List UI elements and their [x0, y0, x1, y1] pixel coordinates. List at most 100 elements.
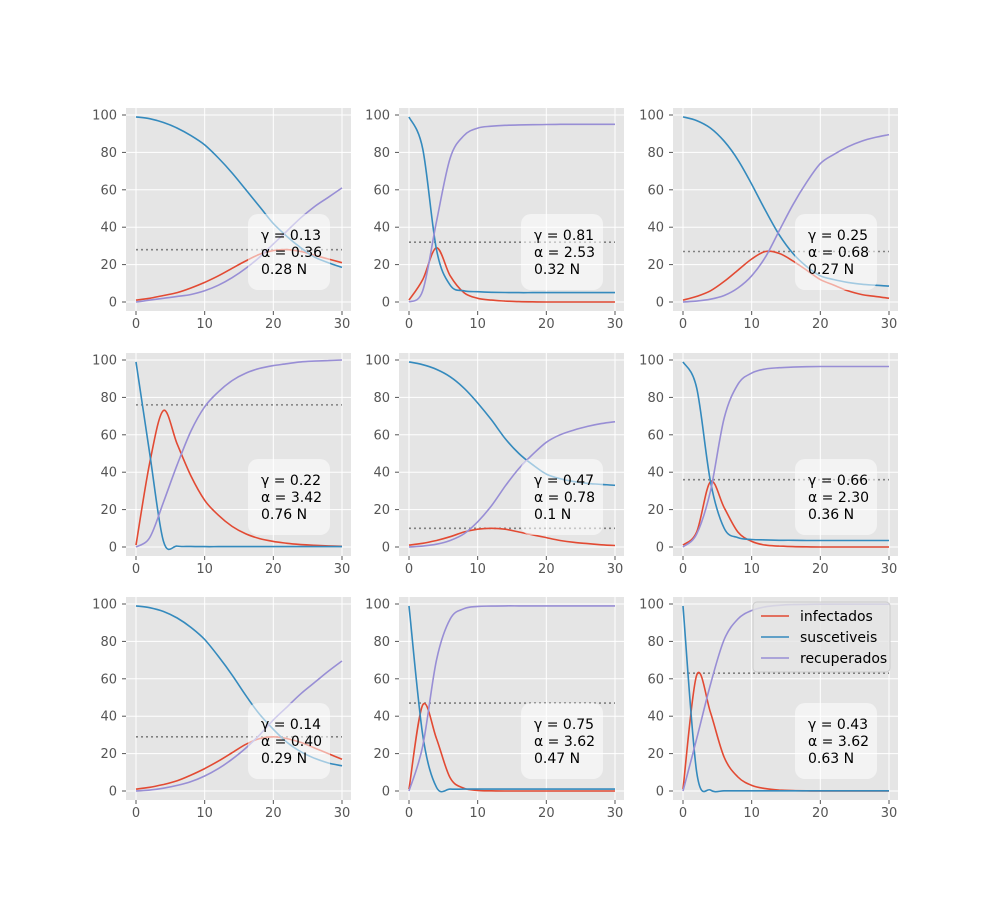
x-tick-label: 10 — [469, 317, 486, 332]
annotation-line: γ = 0.14 — [261, 717, 321, 733]
series-line-suscetiveis — [408, 116, 615, 294]
annotation-line: α = 0.40 — [261, 734, 322, 750]
y-tick-label: 40 — [373, 466, 390, 481]
x-tick-label: 30 — [607, 562, 624, 577]
x-tick-label: 10 — [196, 317, 213, 332]
y-tick-label: 40 — [100, 710, 117, 725]
series-line-suscetiveis — [408, 605, 615, 793]
y-tick-label: 60 — [647, 183, 664, 198]
x-tick-label: 20 — [538, 317, 555, 332]
series-line-infectados — [682, 250, 890, 301]
annotation-line: γ = 0.66 — [808, 473, 868, 489]
y-tick-label: 80 — [100, 146, 117, 161]
y-tick-label: 60 — [373, 183, 390, 198]
y-tick-label: 0 — [109, 785, 117, 800]
y-tick-label: 60 — [100, 183, 117, 198]
annotation-line: 0.63 N — [808, 751, 854, 767]
series-line-recuperados — [408, 605, 615, 792]
x-tick-label: 20 — [538, 806, 555, 821]
y-tick-label: 20 — [373, 503, 390, 518]
y-tick-label: 80 — [647, 635, 664, 650]
subplot-9: 0 10 20 30 0 20 40 60 80 100 γ = 0.43α = 3.620.63 … — [639, 597, 898, 821]
annotation-line: α = 3.42 — [261, 490, 322, 506]
x-tick-label: 20 — [265, 562, 282, 577]
y-tick-label: 100 — [365, 354, 390, 369]
annotation-line: 0.32 N — [534, 262, 580, 278]
x-tick-label: 0 — [679, 806, 687, 821]
x-tick-label: 10 — [196, 562, 213, 577]
y-tick-label: 20 — [100, 503, 117, 518]
series-line-recuperados — [408, 123, 615, 303]
series-line-recuperados — [682, 365, 889, 548]
y-tick-label: 40 — [647, 710, 664, 725]
y-tick-label: 60 — [647, 428, 664, 443]
y-tick-label: 80 — [373, 635, 390, 650]
y-tick-label: 20 — [647, 503, 664, 518]
subplot-6: 0 10 20 30 0 20 40 60 80 100 γ = 0.66α = 2.300.36 … — [639, 353, 898, 577]
x-tick-label: 20 — [538, 562, 555, 577]
y-tick-label: 60 — [100, 428, 117, 443]
y-tick-label: 40 — [647, 466, 664, 481]
y-tick-label: 0 — [382, 541, 390, 556]
y-tick-label: 0 — [656, 541, 664, 556]
series-line-suscetiveis — [135, 361, 342, 551]
annotation-box — [795, 703, 877, 779]
x-tick-label: 30 — [334, 562, 351, 577]
annotation-box — [795, 214, 877, 290]
y-tick-label: 60 — [373, 672, 390, 687]
series-line-recuperados — [135, 359, 343, 548]
annotation-line: 0.36 N — [808, 507, 854, 523]
y-tick-label: 0 — [656, 785, 664, 800]
y-tick-label: 100 — [365, 109, 390, 124]
x-tick-label: 10 — [743, 562, 760, 577]
series-line-recuperados — [682, 133, 890, 303]
y-tick-label: 80 — [647, 146, 664, 161]
y-tick-label: 0 — [382, 785, 390, 800]
series-line-infectados — [408, 527, 616, 547]
x-tick-label: 0 — [132, 562, 140, 577]
x-tick-label: 10 — [469, 562, 486, 577]
y-tick-label: 40 — [100, 466, 117, 481]
x-tick-label: 20 — [812, 317, 829, 332]
x-tick-label: 20 — [265, 806, 282, 821]
y-tick-label: 100 — [365, 598, 390, 613]
x-tick-label: 0 — [405, 317, 413, 332]
legend-label-suscetiveis: suscetiveis — [800, 630, 877, 646]
y-tick-label: 0 — [109, 541, 117, 556]
annotation-line: γ = 0.43 — [808, 717, 868, 733]
x-tick-label: 10 — [469, 806, 486, 821]
series-line-suscetiveis — [682, 361, 889, 542]
series-line-recuperados — [135, 187, 343, 303]
annotation-line: 0.76 N — [261, 507, 307, 523]
series-line-suscetiveis — [682, 605, 889, 793]
subplot-4: 0 10 20 30 0 20 40 60 80 100 γ = 0.22α = 3.420.76 … — [92, 353, 351, 577]
y-tick-label: 100 — [92, 354, 117, 369]
subplot-1: 0 10 20 30 0 20 40 60 80 100 γ = 0.13α = 0.360.28 … — [92, 108, 351, 332]
x-tick-label: 30 — [607, 317, 624, 332]
subplot-7: 0 10 20 30 0 20 40 60 80 100 γ = 0.14α = 0.400.29 … — [92, 597, 351, 821]
x-tick-label: 30 — [334, 806, 351, 821]
y-tick-label: 0 — [656, 296, 664, 311]
y-tick-label: 100 — [92, 109, 117, 124]
series-line-recuperados — [135, 660, 343, 792]
annotation-line: γ = 0.25 — [808, 228, 868, 244]
series-line-infectados — [408, 702, 615, 792]
y-tick-label: 20 — [647, 258, 664, 273]
subplot-5: 0 10 20 30 0 20 40 60 80 100 γ = 0.47α = 0.780.1 N — [365, 353, 624, 577]
legend: infectados suscetiveis recuperados — [752, 601, 891, 673]
y-tick-label: 60 — [100, 672, 117, 687]
annotation-box — [795, 459, 877, 535]
x-tick-label: 10 — [743, 806, 760, 821]
series-line-infectados — [408, 247, 615, 303]
y-tick-label: 60 — [373, 428, 390, 443]
annotation-line: α = 0.36 — [261, 245, 322, 261]
y-tick-label: 40 — [100, 221, 117, 236]
x-tick-label: 10 — [743, 317, 760, 332]
y-tick-label: 100 — [639, 598, 664, 613]
annotation-line: 0.47 N — [534, 751, 580, 767]
annotation-line: 0.28 N — [261, 262, 307, 278]
x-tick-label: 0 — [405, 806, 413, 821]
x-tick-label: 10 — [196, 806, 213, 821]
annotation-line: α = 3.62 — [808, 734, 869, 750]
y-tick-label: 0 — [382, 296, 390, 311]
